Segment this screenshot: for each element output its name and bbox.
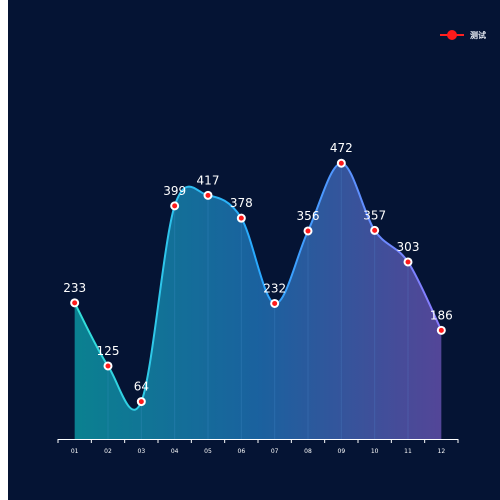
data-label: 233 (63, 281, 86, 295)
x-tick-label: 04 (171, 448, 179, 455)
data-label: 417 (197, 173, 220, 187)
legend[interactable]: 测试 (440, 28, 486, 42)
series-area (74, 163, 442, 439)
data-label: 64 (134, 380, 149, 394)
data-point[interactable] (236, 213, 246, 223)
x-tick-label: 08 (304, 448, 312, 455)
data-label: 232 (263, 281, 286, 295)
data-label: 378 (230, 196, 253, 210)
x-tick-label: 10 (371, 448, 379, 455)
x-tick-label: 07 (271, 448, 279, 455)
data-label: 303 (397, 240, 420, 254)
x-tick-label: 02 (104, 448, 112, 455)
data-point[interactable] (203, 190, 213, 200)
chart-panel: 01 02 03 04 05 06 07 08 09 10 11 12 233 125 64 399 417 3… (8, 0, 500, 500)
data-point[interactable] (303, 226, 313, 236)
x-tick-label: 03 (138, 448, 146, 455)
data-point[interactable] (336, 158, 346, 168)
data-label: 399 (163, 184, 186, 198)
x-tick-label: 06 (238, 448, 246, 455)
data-label: 356 (297, 209, 320, 223)
data-label: 186 (430, 308, 453, 322)
legend-label: 测试 (470, 30, 486, 40)
data-point[interactable] (103, 361, 113, 371)
data-point[interactable] (70, 298, 80, 308)
x-tick-label: 05 (204, 448, 212, 455)
data-point[interactable] (136, 397, 146, 407)
data-point[interactable] (403, 257, 413, 267)
data-label: 125 (97, 344, 120, 358)
data-label: 472 (330, 141, 353, 155)
x-tick-label: 01 (71, 448, 79, 455)
data-point[interactable] (170, 201, 180, 211)
data-point[interactable] (436, 325, 446, 335)
data-point[interactable] (370, 225, 380, 235)
data-label: 357 (363, 208, 386, 222)
x-tick-label: 11 (404, 448, 412, 455)
data-point[interactable] (270, 298, 280, 308)
legend-marker-icon (440, 28, 464, 42)
x-tick-label: 12 (438, 448, 446, 455)
x-tick-label: 09 (338, 448, 346, 455)
area-chart: 01 02 03 04 05 06 07 08 09 10 11 12 233 125 64 399 417 3… (57, 141, 459, 455)
